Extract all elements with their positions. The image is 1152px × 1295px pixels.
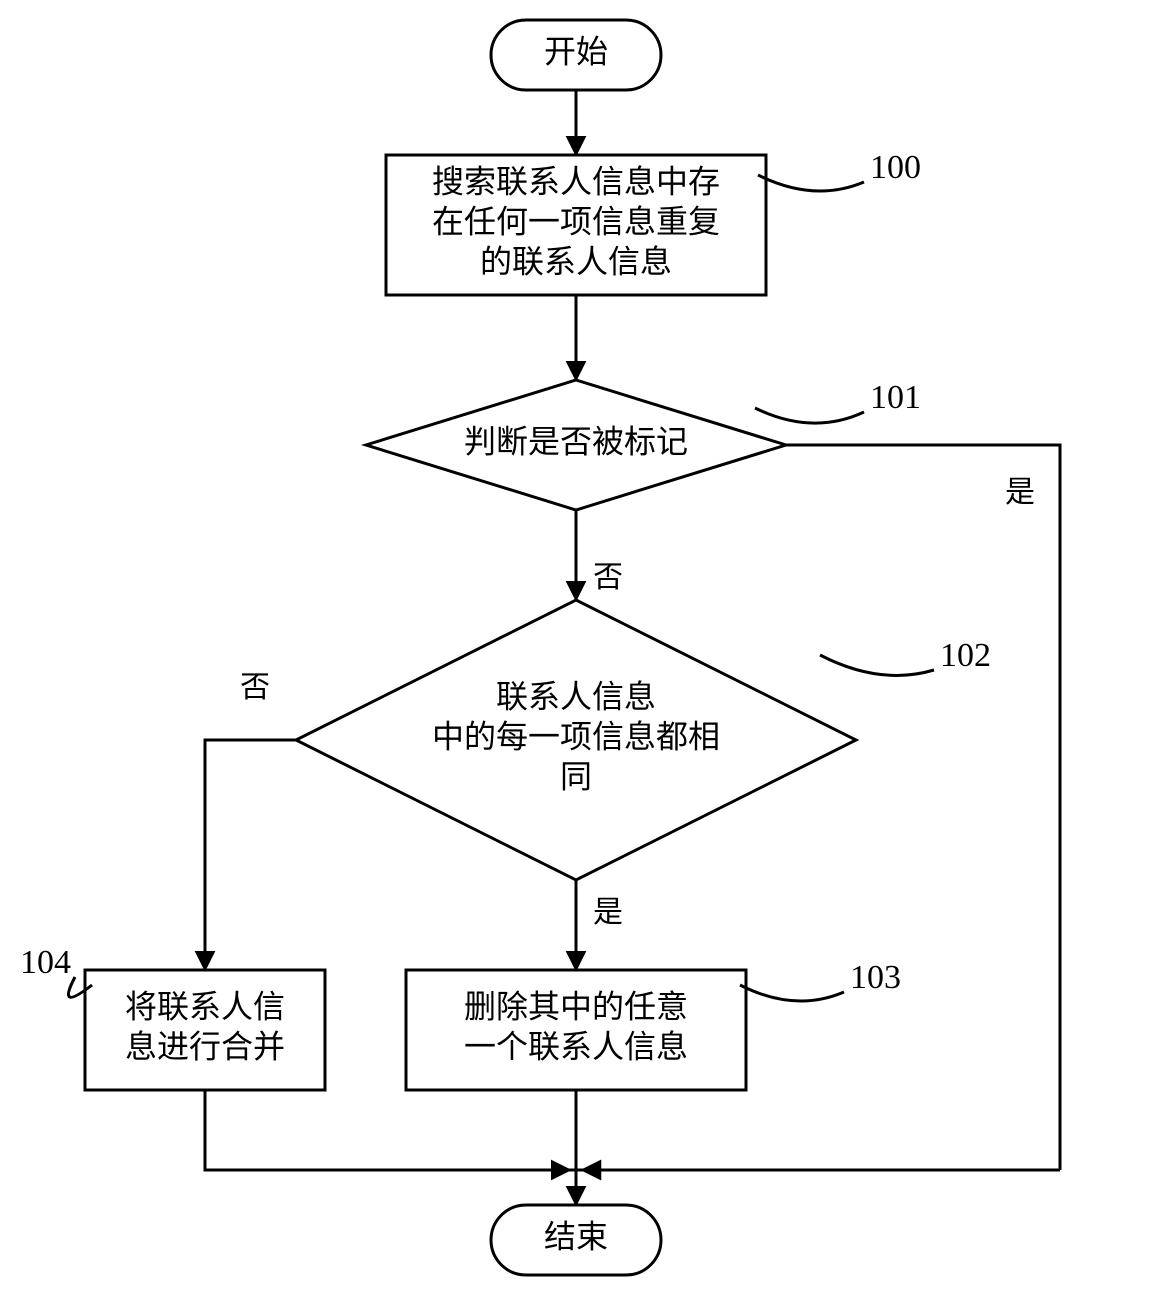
ref-label: 101: [870, 379, 921, 416]
node-n102-text: 中的每一项信息都相: [432, 718, 720, 754]
flow-edge: [205, 1090, 1060, 1205]
node-n102: 联系人信息中的每一项信息都相同: [296, 600, 856, 880]
ref-label: 100: [870, 149, 921, 186]
node-n100-text: 的联系人信息: [480, 243, 672, 279]
node-n103-text: 一个联系人信息: [464, 1028, 688, 1064]
ref-label: 103: [850, 959, 901, 996]
node-end-text: 结束: [544, 1218, 608, 1254]
flow-edge: [205, 740, 296, 970]
edge-label: 是: [593, 896, 623, 929]
edge-label: 是: [1005, 476, 1035, 509]
ref-label: 104: [20, 944, 71, 981]
ref-label: 102: [940, 637, 991, 674]
node-n101-text: 判断是否被标记: [464, 423, 688, 459]
node-start-text: 开始: [544, 33, 608, 69]
ref-leader: [740, 985, 844, 1001]
node-end: 结束: [491, 1205, 661, 1275]
node-start: 开始: [491, 20, 661, 90]
node-n104-text: 息进行合并: [125, 1028, 285, 1064]
node-n100: 搜索联系人信息中存在任何一项信息重复的联系人信息: [386, 155, 766, 295]
ref-leader: [758, 175, 864, 191]
node-n104: 将联系人信息进行合并: [85, 970, 325, 1090]
node-n100-text: 搜索联系人信息中存: [432, 163, 720, 199]
node-n101: 判断是否被标记: [366, 380, 786, 510]
ref-leader: [755, 408, 864, 423]
node-n104-text: 将联系人信: [125, 988, 285, 1024]
node-n102-text: 同: [560, 758, 592, 794]
edge-label: 否: [240, 671, 270, 704]
node-n103: 删除其中的任意一个联系人信息: [406, 970, 746, 1090]
edge-label: 否: [593, 561, 623, 594]
node-n100-text: 在任何一项信息重复: [432, 203, 720, 239]
node-n103-text: 删除其中的任意: [464, 988, 688, 1024]
flow-edge: [786, 445, 1060, 1170]
ref-leader: [820, 655, 934, 675]
node-n102-text: 联系人信息: [496, 678, 656, 714]
